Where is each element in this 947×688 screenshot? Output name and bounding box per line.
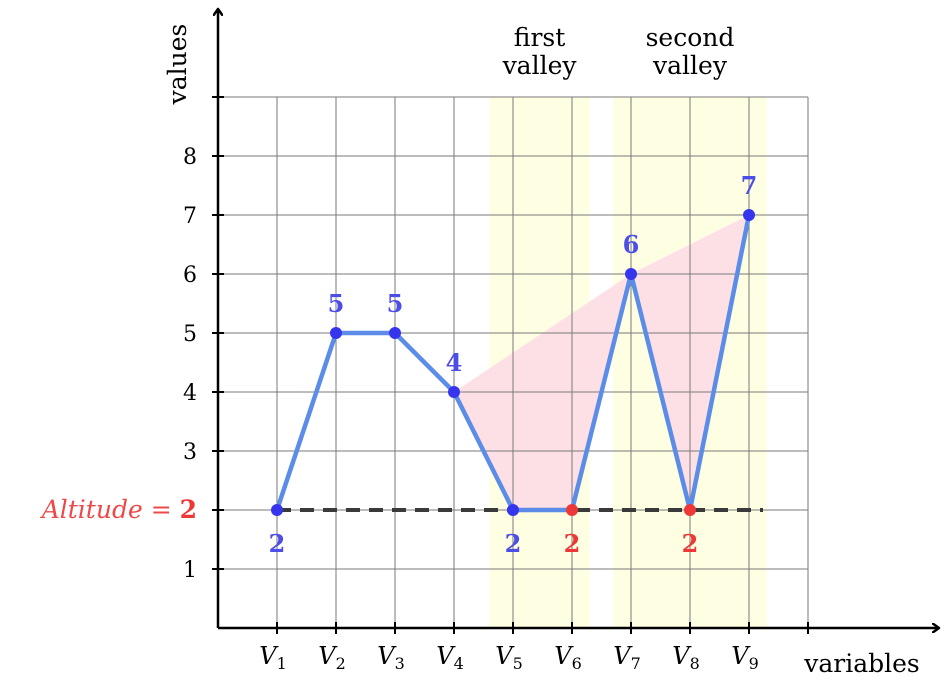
data-point-v1 bbox=[271, 504, 283, 516]
data-point-v3 bbox=[389, 327, 401, 339]
y-tick-label: 1 bbox=[183, 558, 197, 583]
data-label-v6: 2 bbox=[564, 529, 581, 558]
grid bbox=[218, 96, 809, 628]
x-tick-label: V3 bbox=[377, 642, 405, 673]
data-label-v9: 7 bbox=[741, 171, 758, 200]
y-tick-label: 5 bbox=[183, 322, 197, 347]
data-point-v4 bbox=[448, 386, 460, 398]
x-tick-label: V6 bbox=[554, 642, 582, 673]
data-point-v8 bbox=[684, 504, 696, 516]
y-tick-label: 7 bbox=[183, 204, 197, 229]
data-point-v6 bbox=[566, 504, 578, 516]
data-point-v2 bbox=[330, 327, 342, 339]
data-point-v5 bbox=[507, 504, 519, 516]
valley-title-1-line1: first bbox=[514, 23, 566, 52]
y-tick-label: 3 bbox=[183, 440, 197, 465]
data-point-v7 bbox=[625, 268, 637, 280]
data-label-v7: 6 bbox=[623, 230, 640, 259]
x-tick-label: V9 bbox=[731, 642, 759, 673]
x-tick-label: V1 bbox=[259, 642, 287, 673]
data-label-v5: 2 bbox=[505, 529, 522, 558]
series-layer bbox=[271, 209, 755, 516]
y-axis-title: values bbox=[163, 24, 192, 106]
filled-region bbox=[454, 215, 749, 510]
valley-title-2-line2: valley bbox=[652, 51, 728, 80]
data-label-v4: 4 bbox=[446, 348, 463, 377]
data-label-v1: 2 bbox=[269, 529, 286, 558]
valley-title-2-line1: second bbox=[646, 23, 735, 52]
valley-title-1-line2: valley bbox=[502, 51, 578, 80]
axes bbox=[212, 10, 938, 634]
altitude-label: Altitude = 2 bbox=[40, 495, 197, 524]
data-label-v3: 5 bbox=[387, 289, 404, 318]
x-tick-label: V2 bbox=[318, 642, 346, 673]
data-label-v8: 2 bbox=[682, 529, 699, 558]
x-tick-label: V7 bbox=[613, 642, 641, 673]
y-tick-label: 6 bbox=[183, 263, 197, 288]
data-label-v2: 5 bbox=[328, 289, 345, 318]
y-tick-label: 4 bbox=[183, 381, 197, 406]
x-tick-label: V5 bbox=[495, 642, 523, 673]
x-axis-title: variables bbox=[803, 649, 920, 678]
x-tick-label: V8 bbox=[672, 642, 700, 673]
x-tick-label: V4 bbox=[436, 642, 464, 673]
data-point-v9 bbox=[743, 209, 755, 221]
pink-region bbox=[454, 215, 749, 510]
y-tick-label: 8 bbox=[183, 145, 197, 170]
